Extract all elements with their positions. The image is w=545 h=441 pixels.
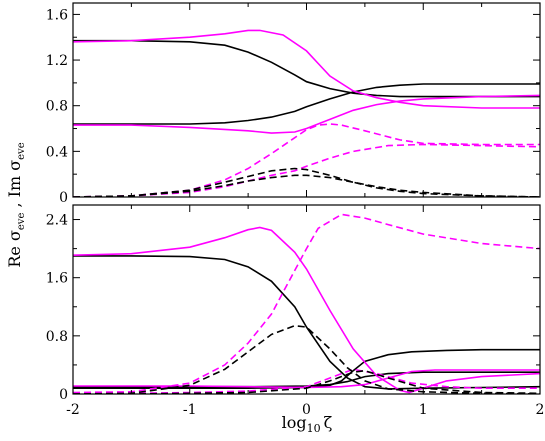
top-plot-frame [72, 2, 541, 198]
top-series-line-1 [73, 39, 540, 98]
top-series-line-4 [73, 94, 540, 134]
x-axis-label-log: log [282, 413, 307, 432]
top-series-line-6 [73, 143, 540, 197]
top-series-line-2 [73, 83, 540, 125]
top-ytick-label: 0.8 [46, 99, 68, 115]
bottom-series-line-4 [73, 226, 540, 394]
y-axis-label-eve1: eve [16, 213, 27, 231]
bottom-series-line-8 [73, 324, 540, 394]
top-ytick-label: 1.6 [46, 7, 68, 23]
bottom-ytick-label: 0.8 [46, 329, 68, 345]
top-ytick-label: 0.4 [46, 144, 68, 160]
bottom-series-line-2 [73, 348, 540, 389]
y-axis-label-sep: , Im σ [5, 160, 24, 213]
bottom-series-line-6 [73, 213, 540, 394]
x-axis-label: log10 ζ [282, 413, 333, 435]
bottom-ytick-label: 1.6 [46, 271, 68, 287]
top-series-line-5 [73, 123, 540, 197]
bottom-series-line-1 [73, 255, 540, 390]
y-axis-label-re: Re σ [5, 230, 24, 268]
bottom-series-line-5 [73, 369, 540, 389]
y-axis-label: Re σeve , Im σeve [5, 142, 27, 267]
x-axis-label-base: 10 [307, 422, 321, 435]
bottom-series-line-9 [73, 369, 540, 394]
top-series-line-3 [73, 29, 540, 109]
bottom-ytick-label: 0 [59, 387, 68, 403]
bottom-xtick-label: 0 [302, 402, 311, 418]
bottom-ytick-label: 2.4 [46, 213, 68, 229]
y-axis-label-eve2: eve [16, 142, 27, 160]
bottom-xtick-label: 2 [536, 402, 545, 418]
top-ytick-label: 0 [59, 190, 68, 206]
bottom-xtick-label: -2 [66, 402, 80, 418]
top-ytick-label: 1.2 [46, 53, 68, 69]
bottom-plot-frame [72, 204, 541, 395]
bottom-panel: 0 0.8 1.6 2.4 -2 -1 0 1 2 [46, 204, 545, 418]
x-axis-label-zeta: ζ [324, 413, 333, 432]
bottom-series-line-3 [73, 371, 540, 388]
top-panel: 0 0.4 0.8 1.2 1.6 [46, 2, 541, 206]
top-series-group [73, 29, 540, 197]
bottom-series-group [73, 213, 540, 394]
bottom-xtick-label: 1 [419, 402, 428, 418]
bottom-xtick-label: -1 [183, 402, 197, 418]
top-series-line-8 [73, 174, 540, 197]
top-series-line-7 [73, 167, 540, 197]
